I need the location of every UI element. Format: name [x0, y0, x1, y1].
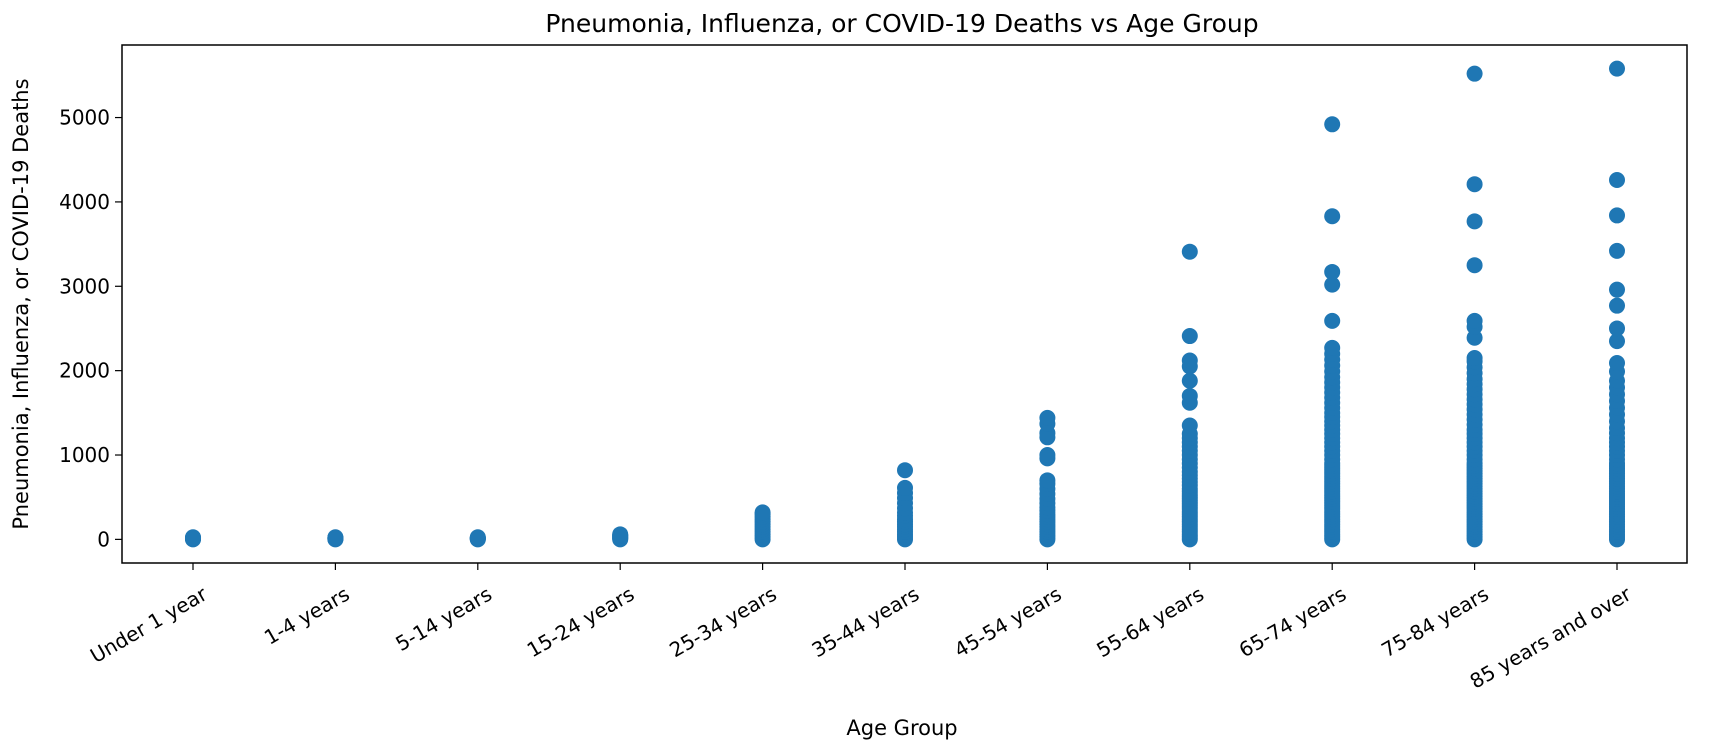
data-point	[1039, 472, 1056, 489]
y-tick-label: 0	[97, 527, 110, 551]
data-point	[897, 462, 913, 479]
data-point	[1609, 355, 1625, 372]
x-tick-label: Under 1 year	[86, 581, 212, 667]
y-tick-label: 3000	[59, 274, 110, 298]
data-point	[1466, 312, 1483, 329]
data-point	[1609, 297, 1625, 314]
x-tick-label: 85 years and over	[1466, 581, 1636, 693]
data-point	[1609, 242, 1625, 259]
y-tick-label: 2000	[59, 359, 110, 383]
x-tick-label: 5-14 years	[391, 582, 495, 656]
data-point	[1181, 352, 1198, 369]
data-point	[612, 526, 629, 543]
data-point	[1181, 243, 1198, 260]
x-axis: Under 1 year 1-4 years 5-14 years 15-24 yea…	[86, 563, 1636, 693]
data-point	[185, 529, 201, 546]
y-tick-label: 1000	[59, 443, 110, 467]
data-point	[1466, 176, 1483, 193]
data-point	[754, 504, 771, 521]
x-tick-label: 25-34 years	[665, 582, 781, 663]
data-point	[1039, 447, 1056, 464]
data-point	[1609, 320, 1625, 337]
data-point	[1039, 409, 1056, 426]
data-point	[1324, 116, 1341, 133]
x-tick-label: 65-74 years	[1235, 582, 1351, 663]
data-point	[1181, 387, 1198, 404]
x-tick-label: 55-64 years	[1092, 582, 1208, 663]
data-point	[1466, 329, 1483, 346]
chart-title: Pneumonia, Influenza, or COVID-19 Deaths…	[545, 9, 1258, 38]
x-tick-label: 75-84 years	[1377, 582, 1493, 663]
data-point	[1181, 328, 1198, 345]
data-point	[1324, 276, 1341, 293]
data-point	[1324, 208, 1341, 225]
data-point	[1609, 333, 1625, 350]
x-tick-label: 15-24 years	[523, 582, 639, 663]
data-point	[327, 529, 344, 546]
data-point	[1609, 60, 1625, 77]
data-point	[1181, 417, 1198, 434]
data-point	[1609, 207, 1625, 224]
y-tick-label: 4000	[59, 190, 110, 214]
data-points	[185, 60, 1625, 548]
data-point	[1466, 213, 1483, 230]
data-point	[1466, 65, 1483, 82]
data-point	[1466, 257, 1483, 274]
y-axis-label: Pneumonia, Influenza, or COVID-19 Deaths	[9, 78, 33, 529]
data-point	[1609, 171, 1625, 188]
data-point	[1324, 339, 1341, 356]
x-tick-label: 45-54 years	[950, 582, 1066, 663]
data-point	[1324, 263, 1341, 280]
x-tick-label: 1-4 years	[260, 582, 353, 650]
data-point	[897, 479, 913, 496]
x-tick-label: 35-44 years	[808, 582, 924, 663]
data-point	[1181, 372, 1198, 389]
y-axis: 0 1000 2000 3000 4000 5000	[59, 106, 122, 551]
data-point	[1466, 349, 1483, 366]
data-point	[469, 529, 486, 546]
data-point	[1324, 312, 1341, 329]
x-axis-label: Age Group	[846, 716, 957, 740]
data-point	[1609, 281, 1625, 298]
y-tick-label: 5000	[59, 106, 110, 130]
